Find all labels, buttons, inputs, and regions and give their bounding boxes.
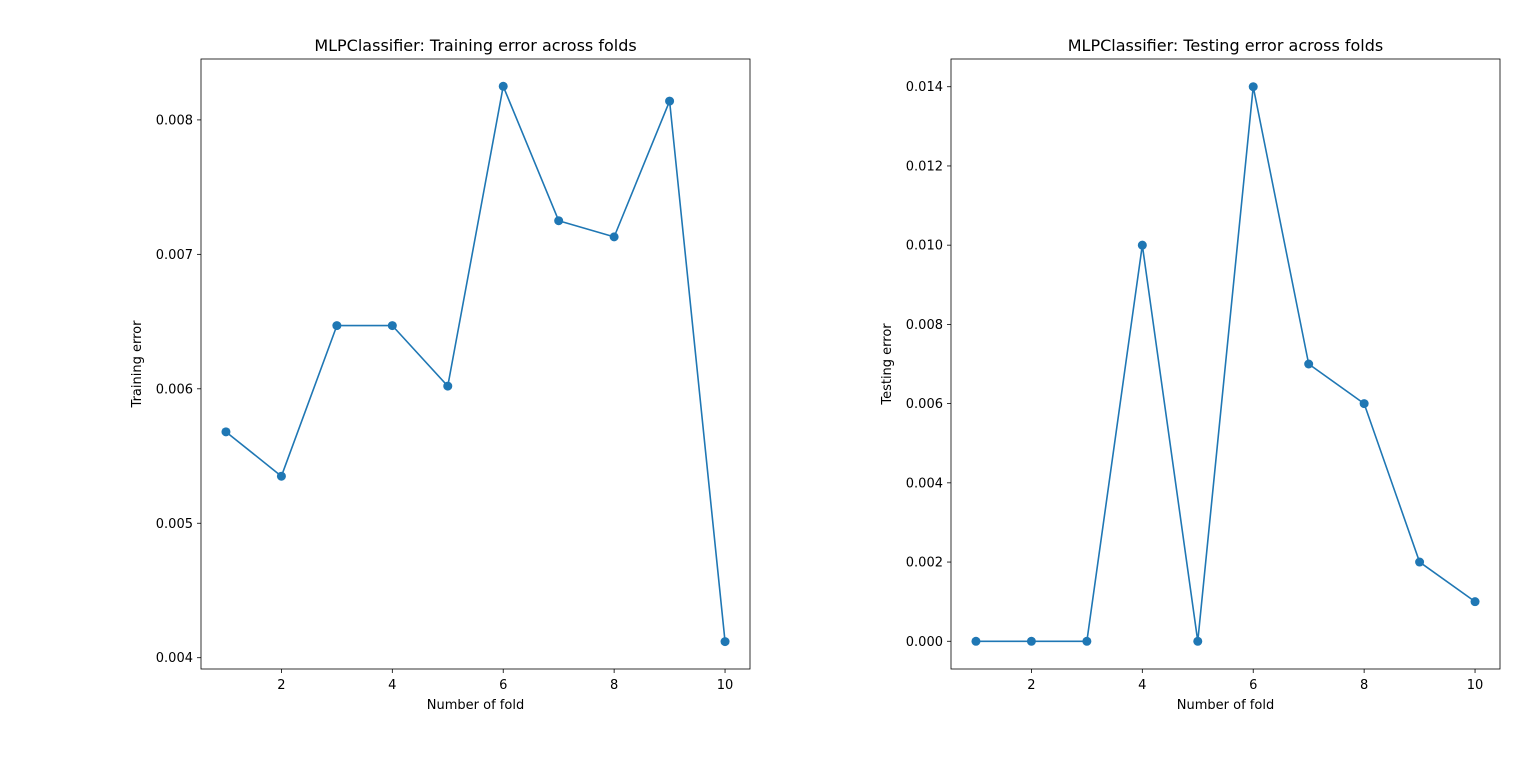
- data-point: [221, 427, 231, 437]
- data-point: [1026, 636, 1036, 646]
- x-tick-label: 2: [1027, 678, 1035, 693]
- y-tick-label: 0.000: [906, 635, 943, 650]
- y-tick-label: 0.004: [156, 651, 193, 666]
- data-point: [332, 321, 342, 331]
- y-tick-label: 0.004: [906, 476, 943, 491]
- y-tick-label: 0.014: [906, 80, 943, 95]
- data-point: [665, 96, 675, 106]
- y-axis-label: Testing error: [880, 323, 895, 406]
- data-point: [1193, 636, 1203, 646]
- x-tick-label: 4: [1138, 678, 1146, 693]
- data-point: [1359, 399, 1369, 409]
- x-tick-label: 10: [1467, 678, 1484, 693]
- data-point: [276, 471, 286, 481]
- x-tick-label: 4: [388, 678, 396, 693]
- axes-frame: [950, 58, 1501, 670]
- y-tick-label: 0.007: [156, 248, 193, 263]
- y-tick-label: 0.012: [906, 159, 943, 174]
- data-point: [1415, 557, 1425, 567]
- data-point: [1082, 636, 1092, 646]
- x-tick-label: 6: [499, 678, 507, 693]
- series-line: [975, 85, 1476, 643]
- data-point: [554, 216, 564, 226]
- data-point: [387, 321, 397, 331]
- data-point: [498, 81, 508, 91]
- x-tick-label: 8: [610, 678, 618, 693]
- y-tick-label: 0.010: [906, 239, 943, 254]
- y-axis-label: Training error: [130, 320, 145, 409]
- data-point: [443, 381, 453, 391]
- y-tick-label: 0.006: [906, 397, 943, 412]
- data-point: [609, 232, 619, 242]
- x-axis-label: Number of fold: [1177, 698, 1274, 713]
- data-point: [1137, 240, 1147, 250]
- training-error-chart: MLPClassifier: Training error across fol…: [130, 36, 751, 713]
- y-tick-label: 0.008: [906, 318, 943, 333]
- y-tick-label: 0.002: [906, 556, 943, 571]
- data-point: [720, 637, 730, 647]
- chart-title: MLPClassifier: Testing error across fold…: [1068, 36, 1384, 55]
- x-tick-label: 10: [717, 678, 734, 693]
- testing-error-chart: MLPClassifier: Testing error across fold…: [880, 36, 1501, 713]
- x-tick-label: 8: [1360, 678, 1368, 693]
- data-point: [1304, 359, 1314, 369]
- series-line: [225, 85, 726, 642]
- y-tick-label: 0.006: [156, 382, 193, 397]
- y-tick-label: 0.005: [156, 517, 193, 532]
- data-point: [1248, 82, 1258, 92]
- x-tick-label: 6: [1249, 678, 1257, 693]
- y-tick-label: 0.008: [156, 113, 193, 128]
- x-axis-label: Number of fold: [427, 698, 524, 713]
- x-tick-label: 2: [277, 678, 285, 693]
- data-point: [1470, 597, 1480, 607]
- chart-title: MLPClassifier: Training error across fol…: [314, 36, 636, 55]
- axes-frame: [200, 58, 751, 670]
- data-point: [971, 636, 981, 646]
